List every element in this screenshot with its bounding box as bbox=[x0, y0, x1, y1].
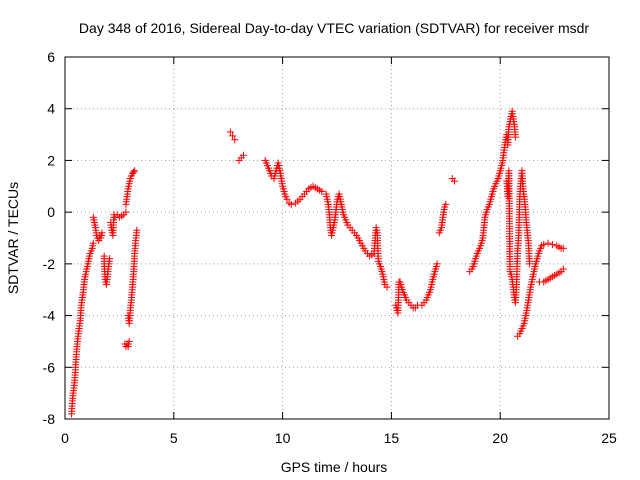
data-point bbox=[239, 151, 247, 159]
data-point bbox=[451, 177, 459, 185]
y-tick-label: 0 bbox=[47, 204, 55, 220]
data-point bbox=[229, 132, 237, 140]
data-point bbox=[383, 283, 391, 291]
data-point bbox=[106, 255, 114, 263]
x-tick-label: 25 bbox=[601, 430, 617, 446]
y-tick-label: -8 bbox=[43, 411, 56, 427]
data-point bbox=[122, 208, 130, 216]
data-point bbox=[526, 260, 534, 268]
data-point bbox=[318, 187, 326, 195]
y-tick-label: 4 bbox=[47, 101, 55, 117]
data-point bbox=[125, 337, 133, 345]
data-point bbox=[442, 200, 450, 208]
y-tick-label: -6 bbox=[43, 359, 56, 375]
x-tick-label: 15 bbox=[384, 430, 400, 446]
data-point bbox=[131, 167, 139, 175]
data-point bbox=[130, 168, 138, 176]
x-axis-label: GPS time / hours bbox=[281, 459, 388, 475]
x-tick-label: 10 bbox=[275, 430, 291, 446]
data-point bbox=[544, 239, 552, 247]
data-point bbox=[548, 240, 556, 248]
y-tick-label: -4 bbox=[43, 308, 56, 324]
x-tick-label: 5 bbox=[170, 430, 178, 446]
data-point bbox=[283, 195, 291, 203]
data-point bbox=[433, 260, 441, 268]
data-point bbox=[559, 244, 567, 252]
data-point bbox=[89, 239, 97, 247]
data-point bbox=[511, 133, 519, 141]
data-point bbox=[98, 229, 106, 237]
y-tick-label: -2 bbox=[43, 256, 56, 272]
x-tick-label: 20 bbox=[492, 430, 508, 446]
y-tick-label: 2 bbox=[47, 152, 55, 168]
chart-title: Day 348 of 2016, Sidereal Day-to-day VTE… bbox=[79, 20, 589, 36]
data-point bbox=[540, 240, 548, 248]
data-series bbox=[68, 107, 567, 418]
x-tick-label: 0 bbox=[61, 430, 69, 446]
data-point bbox=[133, 226, 141, 234]
plot-frame bbox=[64, 56, 610, 420]
y-axis-label: SDTVAR / TECUs bbox=[5, 182, 21, 294]
data-point bbox=[226, 128, 234, 136]
y-tick-label: 6 bbox=[47, 49, 55, 65]
data-point bbox=[287, 200, 295, 208]
data-point bbox=[559, 265, 567, 273]
axis-ticks: 0 5 10 15 20 25 -8 -6 -4 -2 0 2 4 6 bbox=[43, 49, 617, 446]
data-point bbox=[231, 136, 239, 144]
